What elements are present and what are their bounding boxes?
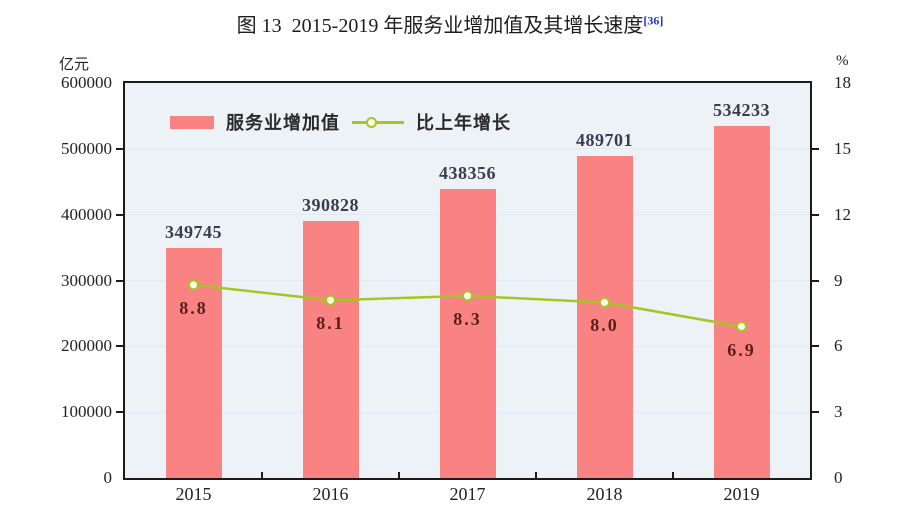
x-axis-tick xyxy=(398,472,400,478)
left-axis-unit-label: 亿元 xyxy=(58,57,89,73)
x-axis-label-2018: 2018 xyxy=(586,484,623,504)
right-axis-tick-labels: 0 3 6 9 12 15 18 xyxy=(834,74,894,487)
bar-2019 xyxy=(713,126,770,478)
footnote-reference: [36] xyxy=(643,13,664,28)
right-axis-tick xyxy=(812,279,819,282)
left-axis-tick-label: 200000 xyxy=(61,336,112,356)
left-axis-tick-label: 500000 xyxy=(61,138,112,158)
left-axis-tick-label: 600000 xyxy=(61,73,112,92)
bar-value-label-2017: 438356 xyxy=(439,163,496,184)
left-axis-tick xyxy=(116,279,123,282)
left-axis-tick xyxy=(116,147,123,150)
legend-line-series-label: 比上年增长 xyxy=(416,113,511,133)
bar-value-label-2019: 534233 xyxy=(713,100,770,121)
x-axis-tick xyxy=(261,472,263,478)
bar-value-label-2018: 489701 xyxy=(576,129,633,150)
chart-title: 图 13 2015-2019 年服务业增加值及其增长速度[36] xyxy=(0,9,900,38)
x-axis-tick xyxy=(672,472,674,478)
x-axis-tick xyxy=(535,472,537,478)
right-axis-tick xyxy=(812,213,819,216)
bar-2017 xyxy=(439,189,496,478)
x-axis-label-2015: 2015 xyxy=(175,484,212,504)
legend-bar-series-label: 服务业增加值 xyxy=(226,113,340,133)
growth-point-2015 xyxy=(188,279,199,291)
left-axis-tick-labels: 0 100000 200000 300000 400000 500000 600000 xyxy=(0,74,112,487)
legend-line-sample xyxy=(352,116,404,128)
left-axis-tick-label: 400000 xyxy=(61,204,112,224)
right-axis-tick xyxy=(812,411,819,414)
chart-title-text: 图 13 2015-2019 年服务业增加值及其增长速度 xyxy=(236,15,644,37)
legend-bar-swatch xyxy=(170,115,214,129)
growth-line-layer xyxy=(188,279,747,333)
growth-point-2017 xyxy=(462,290,473,302)
plot-area: 服务业增加值 比上年增长 349745 390828 438356 489701 534… xyxy=(116,81,819,480)
left-axis-tick xyxy=(116,345,123,348)
bar-2016 xyxy=(302,220,359,478)
growth-point-2018 xyxy=(599,296,610,308)
left-axis-tick-label: 100000 xyxy=(61,402,112,422)
plot-stage: 服务业增加值 比上年增长 349745 390828 438356 489701 534… xyxy=(116,83,819,478)
left-axis-tick-label: 300000 xyxy=(61,270,112,290)
right-axis-tick-label: 12 xyxy=(834,204,851,224)
right-axis-tick-label: 0 xyxy=(834,468,843,487)
right-axis-tick-label: 15 xyxy=(834,138,851,158)
right-axis-tick-label: 3 xyxy=(834,402,843,422)
growth-value-label-2019: 6.9 xyxy=(727,339,756,360)
left-axis-tick xyxy=(116,411,123,414)
growth-point-2016 xyxy=(325,294,336,306)
right-axis-tick-label: 18 xyxy=(834,73,851,92)
x-axis-labels: 2015 2016 2017 2018 2019 xyxy=(125,484,810,510)
left-axis-tick-label: 0 xyxy=(103,468,113,487)
legend: 服务业增加值 比上年增长 xyxy=(170,109,511,135)
x-axis-label-2017: 2017 xyxy=(449,484,486,504)
bar-value-label-2015: 349745 xyxy=(165,221,222,242)
right-axis-unit-label: % xyxy=(836,53,849,69)
bar-2018 xyxy=(576,155,633,478)
growth-point-2019 xyxy=(736,321,747,333)
right-axis-tick xyxy=(812,147,819,150)
left-axis-tick xyxy=(116,213,123,216)
x-axis-label-2016: 2016 xyxy=(312,484,349,504)
right-axis-tick-label: 9 xyxy=(834,270,843,290)
x-axis-label-2019: 2019 xyxy=(723,484,760,504)
right-axis-tick xyxy=(812,345,819,348)
growth-value-label-2018: 8.0 xyxy=(590,315,619,336)
growth-value-label-2016: 8.1 xyxy=(316,313,345,334)
right-axis-tick-label: 6 xyxy=(834,336,843,356)
growth-value-label-2015: 8.8 xyxy=(179,297,208,318)
growth-value-label-2017: 8.3 xyxy=(453,308,482,329)
gridline xyxy=(125,148,810,150)
legend-line-marker-icon xyxy=(366,116,377,128)
bar-value-label-2016: 390828 xyxy=(302,194,359,215)
